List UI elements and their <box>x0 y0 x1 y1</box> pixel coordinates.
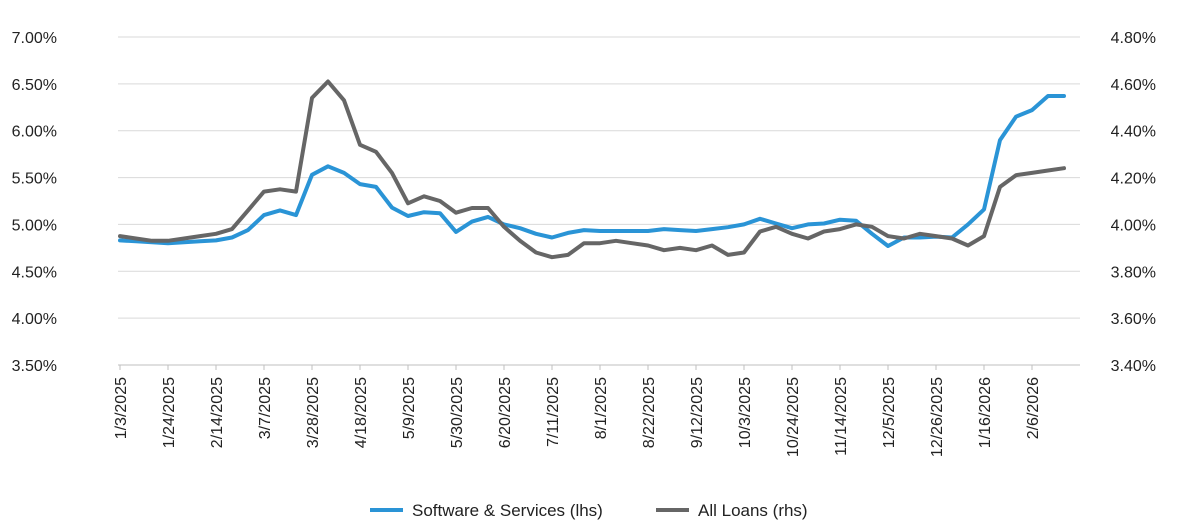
left-y-tick-label: 5.50% <box>12 171 57 188</box>
x-tick-label: 12/5/2025 <box>881 377 898 448</box>
x-tick-label: 1/24/2025 <box>161 377 178 448</box>
x-tick-label: 10/3/2025 <box>737 377 754 448</box>
x-tick-label: 12/26/2025 <box>929 377 946 457</box>
right-y-tick-label: 4.00% <box>1111 217 1156 234</box>
x-axis: 1/3/2025 1/24/2025 2/14/2025 3/7/2025 3/28/2… <box>113 364 1080 457</box>
x-tick-label: 11/14/2025 <box>833 377 850 456</box>
x-tick-label: 8/22/2025 <box>641 377 658 448</box>
gridlines <box>118 36 1080 366</box>
x-tick-label: 1/16/2026 <box>977 377 994 448</box>
left-y-tick-label: 4.50% <box>12 264 57 281</box>
x-tick-label: 8/1/2025 <box>593 377 610 439</box>
x-tick-label: 3/28/2025 <box>305 377 322 448</box>
left-y-tick-label: 5.00% <box>12 217 57 234</box>
left-y-tick-label: 3.50% <box>12 358 57 375</box>
legend-label: All Loans (rhs) <box>698 501 808 520</box>
series-line-software-services <box>118 94 1066 248</box>
right-y-tick-label: 4.40% <box>1111 124 1156 141</box>
left-y-axis: 7.00% 6.50% 6.00% 5.50% 5.00% 4.50% 4.00% 3.50% <box>12 30 57 375</box>
left-y-tick-label: 6.50% <box>12 77 57 94</box>
right-y-tick-label: 3.40% <box>1111 358 1156 375</box>
series-line-all-loans <box>118 79 1066 260</box>
series-lines <box>118 79 1066 260</box>
right-y-tick-label: 3.60% <box>1111 311 1156 328</box>
x-tick-label: 5/30/2025 <box>449 377 466 448</box>
x-tick-label: 4/18/2025 <box>353 377 370 448</box>
right-y-tick-label: 3.80% <box>1111 264 1156 281</box>
x-tick-label: 7/11/2025 <box>545 377 562 447</box>
x-tick-label: 6/20/2025 <box>497 377 514 448</box>
left-y-tick-label: 6.00% <box>12 124 57 141</box>
right-y-tick-label: 4.20% <box>1111 171 1156 188</box>
x-tick-label: 9/12/2025 <box>689 377 706 448</box>
legend-label: Software & Services (lhs) <box>412 501 603 520</box>
x-tick-label: 1/3/2025 <box>113 377 130 439</box>
x-tick-label: 5/9/2025 <box>401 377 418 439</box>
right-y-tick-label: 4.60% <box>1111 77 1156 94</box>
left-y-tick-label: 7.00% <box>12 30 57 47</box>
legend: Software & Services (lhs) All Loans (rhs) <box>370 501 808 520</box>
left-y-tick-label: 4.00% <box>12 311 57 328</box>
x-tick-label: 10/24/2025 <box>785 377 802 457</box>
x-tick-label: 2/6/2026 <box>1025 377 1042 439</box>
right-y-tick-label: 4.80% <box>1111 30 1156 47</box>
right-y-axis: 4.80% 4.60% 4.40% 4.20% 4.00% 3.80% 3.60% 3.40% <box>1111 30 1156 375</box>
x-tick-label: 3/7/2025 <box>257 377 274 439</box>
x-tick-label: 2/14/2025 <box>209 377 226 448</box>
